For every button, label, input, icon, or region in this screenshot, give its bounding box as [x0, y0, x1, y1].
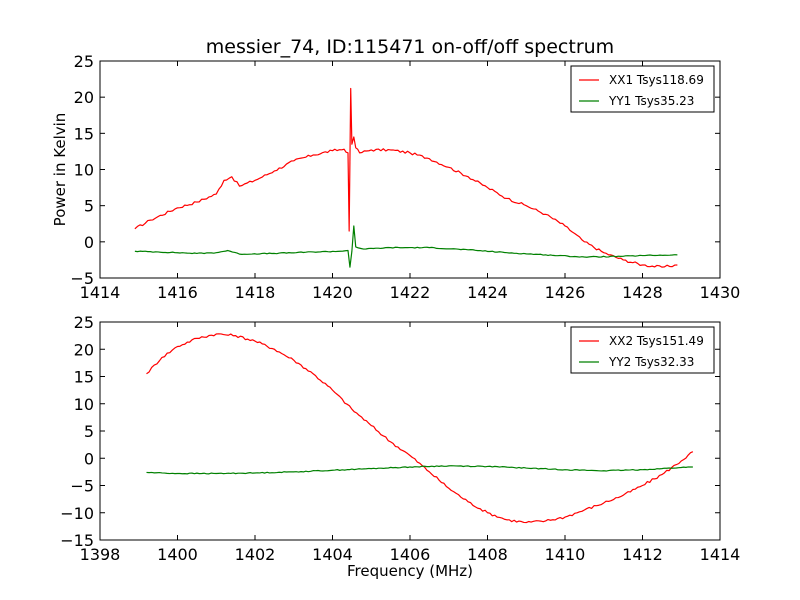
series-line-xx	[134, 87, 678, 268]
legend-entry: XX2 Tsys151.49	[609, 334, 704, 348]
top-panel: 1414 1416 1418 1420 1422 1424 1426 1428 1430 −5 0 5…	[51, 52, 740, 302]
plot-area	[134, 87, 678, 268]
y-tick-label: 10	[74, 161, 94, 180]
x-tick-label: 1398	[80, 545, 121, 564]
legend-entry: YY2 Tsys32.33	[608, 355, 694, 369]
x-tick-label: 1400	[157, 545, 198, 564]
x-tick-label: 1408	[467, 545, 508, 564]
y-tick-label: −15	[60, 531, 94, 550]
y-tick-label: −5	[70, 477, 94, 496]
y-tick-label: 20	[74, 340, 94, 359]
y-tick-label: 10	[74, 395, 94, 414]
plot-area	[146, 333, 694, 524]
y-tick-label: 25	[74, 52, 94, 71]
y-tick-label: 20	[74, 88, 94, 107]
legend-box	[570, 65, 715, 113]
x-tick-label: 1414	[80, 283, 121, 302]
x-tick-label: 1422	[390, 283, 431, 302]
x-tick-label: 1428	[622, 283, 663, 302]
series-line-yy	[146, 465, 693, 475]
series-line-yy	[134, 225, 678, 268]
legend-box	[570, 326, 715, 374]
legend-entry: XX1 Tsys118.69	[609, 73, 704, 87]
y-tick-label: 25	[74, 313, 94, 332]
y-tick-label: 0	[84, 449, 94, 468]
x-tick-label: 1412	[622, 545, 663, 564]
x-tick-label: 1402	[235, 545, 276, 564]
x-tick-label: 1418	[235, 283, 276, 302]
x-tick-label: 1424	[467, 283, 508, 302]
x-axis-label: Frequency (MHz)	[347, 562, 473, 580]
x-tick-label: 1430	[700, 283, 741, 302]
y-axis-label: Power in Kelvin	[51, 113, 69, 227]
chart-title: messier_74, ID:115471 on-off/off spectru…	[206, 36, 614, 58]
bottom-panel: 1398 1400 1402 1404 1406 1408 1410 1412 1414 −15 −…	[60, 313, 740, 580]
x-tick-label: 1410	[545, 545, 586, 564]
series-line-xx	[146, 333, 694, 524]
y-tick-label: −5	[70, 269, 94, 288]
x-tick-label: 1420	[312, 283, 353, 302]
y-tick-label: 15	[74, 368, 94, 387]
legend: XX2 Tsys151.49 YY2 Tsys32.33	[570, 326, 715, 374]
legend: XX1 Tsys118.69 YY1 Tsys35.23	[570, 65, 715, 113]
y-tick-label: 0	[84, 233, 94, 252]
x-tick-label: 1414	[700, 545, 741, 564]
x-tick-label: 1404	[312, 545, 353, 564]
y-tick-label: 15	[74, 124, 94, 143]
x-tick-label: 1426	[545, 283, 586, 302]
y-tick-label: 5	[84, 197, 94, 216]
legend-entry: YY1 Tsys35.23	[608, 94, 694, 108]
x-tick-label: 1406	[390, 545, 431, 564]
y-tick-label: −10	[60, 504, 94, 523]
x-tick-label: 1416	[157, 283, 198, 302]
y-tick-label: 5	[84, 422, 94, 441]
